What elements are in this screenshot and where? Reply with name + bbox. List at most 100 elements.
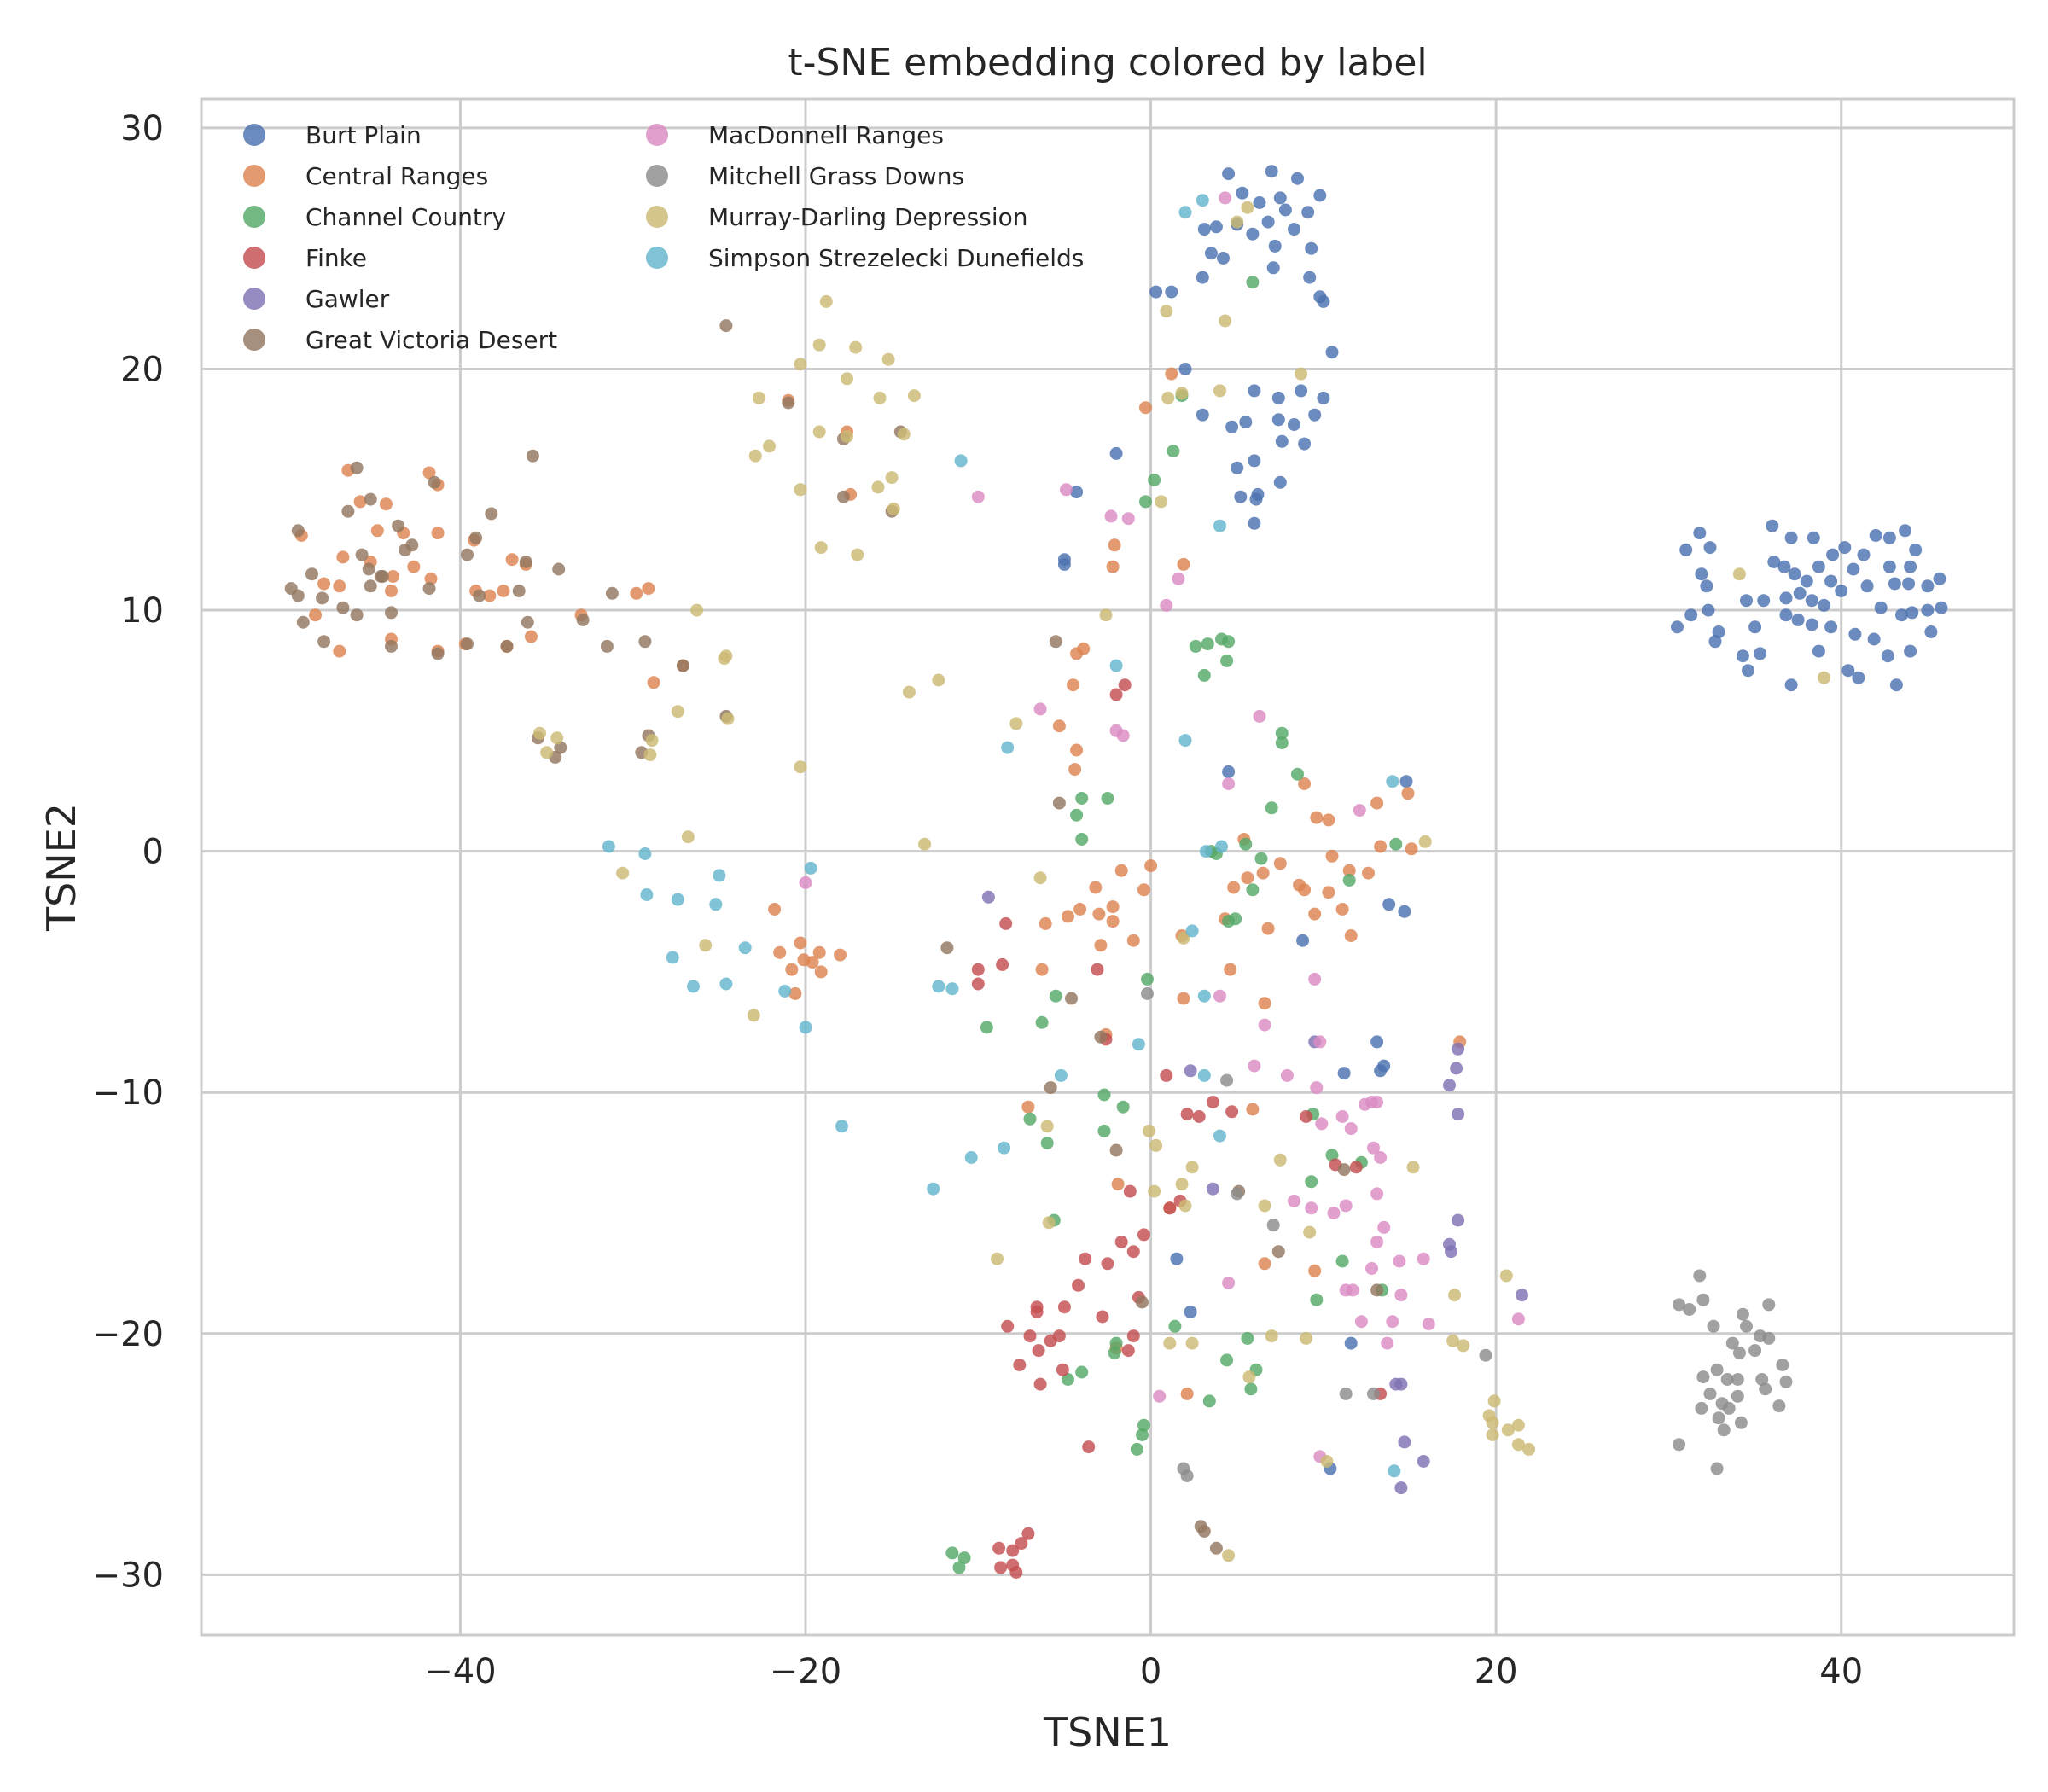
- data-point: [1165, 285, 1178, 299]
- data-point: [1298, 883, 1312, 897]
- data-point: [1241, 1331, 1254, 1345]
- data-point: [932, 980, 945, 993]
- data-point: [1335, 903, 1349, 916]
- data-point: [1767, 556, 1781, 568]
- data-point: [1006, 1544, 1020, 1557]
- data-point: [1322, 813, 1335, 827]
- data-point: [1251, 487, 1265, 501]
- data-point: [671, 893, 684, 906]
- data-point: [1271, 1245, 1285, 1259]
- data-point: [1052, 1329, 1066, 1343]
- data-point: [1367, 1387, 1380, 1400]
- data-point: [1101, 792, 1114, 805]
- data-point: [1325, 1149, 1339, 1162]
- data-point: [1258, 997, 1271, 1010]
- data-point: [336, 601, 350, 614]
- data-point: [1422, 1318, 1435, 1330]
- data-point: [1109, 1143, 1123, 1157]
- data-point: [1256, 866, 1270, 880]
- data-point: [1033, 702, 1047, 716]
- data-point: [1163, 1201, 1177, 1215]
- data-point: [1754, 647, 1767, 660]
- data-point: [1889, 678, 1903, 692]
- data-point: [379, 497, 393, 511]
- data-point: [690, 603, 704, 617]
- y-tick-label: 0: [143, 833, 164, 872]
- data-point: [971, 977, 985, 991]
- data-point: [1308, 408, 1322, 422]
- data-point: [576, 613, 590, 626]
- data-point: [1291, 172, 1304, 185]
- data-point: [1215, 840, 1228, 853]
- data-point: [1273, 1153, 1287, 1167]
- data-point: [666, 951, 679, 964]
- data-point: [428, 475, 441, 489]
- data-point: [991, 1252, 1004, 1265]
- data-point: [1253, 709, 1266, 723]
- data-point: [1261, 215, 1275, 229]
- data-point: [422, 466, 436, 480]
- data-point: [814, 965, 828, 979]
- data-point: [1417, 1252, 1430, 1265]
- data-point: [1089, 881, 1103, 894]
- data-point: [1121, 1344, 1135, 1358]
- data-point: [1265, 801, 1278, 815]
- data-point: [768, 903, 782, 916]
- data-point: [602, 840, 615, 853]
- data-point: [1867, 632, 1881, 646]
- legend-marker: [243, 124, 265, 146]
- data-point: [1322, 886, 1335, 899]
- data-point: [1161, 391, 1175, 404]
- data-point: [1197, 1525, 1211, 1538]
- data-point: [1386, 775, 1399, 788]
- y-axis-label: TSNE2: [38, 803, 84, 932]
- data-point: [1123, 1184, 1137, 1198]
- data-point: [1320, 1455, 1334, 1468]
- data-point: [1337, 1067, 1351, 1080]
- data-point: [1838, 541, 1852, 555]
- data-point: [1109, 1336, 1123, 1350]
- data-point: [1068, 763, 1082, 777]
- legend-marker: [243, 288, 265, 310]
- data-point: [1184, 1305, 1197, 1318]
- data-point: [999, 916, 1013, 930]
- data-point: [1224, 963, 1237, 976]
- data-point: [1177, 992, 1190, 1005]
- data-point: [1450, 1062, 1463, 1075]
- y-tick-label: 20: [120, 350, 164, 389]
- data-point: [1057, 557, 1071, 571]
- data-point: [1807, 531, 1820, 544]
- data-point: [1305, 1175, 1318, 1189]
- data-point: [1762, 1298, 1776, 1312]
- data-point: [1288, 223, 1300, 236]
- data-point: [1009, 717, 1023, 730]
- data-point: [1921, 603, 1935, 617]
- data-point: [1335, 1110, 1349, 1123]
- data-point: [1848, 627, 1862, 641]
- data-point: [638, 635, 652, 649]
- data-point: [1818, 598, 1830, 612]
- data-point: [1236, 186, 1249, 200]
- data-point: [1740, 1319, 1753, 1333]
- data-point: [1394, 1289, 1408, 1302]
- data-point: [1273, 475, 1287, 489]
- data-point: [763, 439, 776, 453]
- data-point: [1206, 1096, 1219, 1108]
- series-points: [1057, 165, 1948, 1475]
- data-point: [1847, 562, 1860, 576]
- data-point: [1370, 1035, 1384, 1049]
- data-point: [317, 577, 331, 591]
- data-point: [1108, 1346, 1121, 1359]
- x-tick-label: 40: [1819, 1652, 1863, 1691]
- data-point: [350, 461, 364, 474]
- data-point: [1126, 1245, 1140, 1259]
- data-point: [333, 644, 346, 658]
- data-point: [1040, 1137, 1054, 1149]
- data-point: [1776, 1359, 1789, 1371]
- data-point: [1295, 367, 1308, 381]
- data-point: [1219, 191, 1232, 205]
- data-point: [1039, 916, 1052, 930]
- data-point: [554, 741, 567, 754]
- data-point: [1899, 524, 1912, 538]
- legend: Burt Plain Central Ranges Channel Country F…: [243, 121, 1084, 354]
